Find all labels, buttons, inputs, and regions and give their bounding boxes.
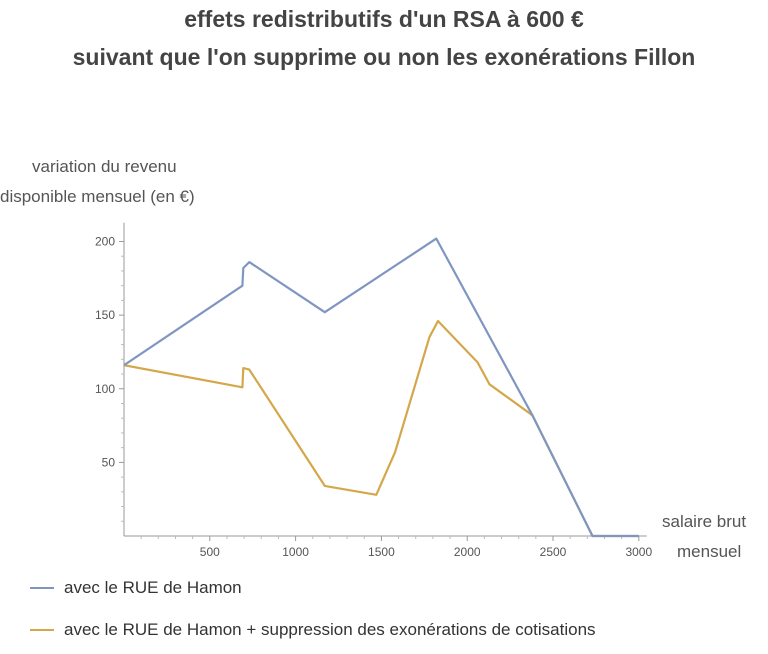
y-tick-label: 100	[95, 382, 115, 396]
x-tick-label: 1500	[368, 545, 395, 559]
legend-swatch-hamon-suppression	[30, 628, 54, 631]
legend-label-hamon: avec le RUE de Hamon	[64, 578, 242, 597]
x-axis-label-line-1: salaire brut	[662, 512, 747, 531]
legend-item-hamon-suppression: avec le RUE de Hamon + suppression des e…	[30, 620, 596, 640]
x-tick-label: 2000	[454, 545, 481, 559]
x-tick-label: 3000	[625, 545, 652, 559]
y-tick-label: 150	[95, 308, 115, 322]
chart-title: effets redistributifs d'un RSA à 600 €	[184, 6, 584, 32]
chart-subtitle: suivant que l'on supprime ou non les exo…	[72, 44, 696, 70]
y-axis-label-line-1: variation du revenu	[32, 157, 177, 176]
x-tick-label: 2500	[540, 545, 567, 559]
series-line-hamon-suppression	[123, 319, 639, 538]
x-axis-label-line-2: mensuel	[677, 542, 742, 561]
series-line-hamon	[123, 237, 639, 538]
y-tick-label: 50	[102, 455, 116, 469]
legend-item-hamon: avec le RUE de Hamon	[30, 578, 242, 598]
legend-swatch-hamon	[30, 586, 54, 589]
x-tick-label: 1000	[282, 545, 309, 559]
x-tick-label: 500	[200, 545, 220, 559]
y-axis-label-line-2: disponible mensuel (en €)	[0, 187, 195, 206]
legend-label-hamon-suppression: avec le RUE de Hamon + suppression des e…	[64, 620, 596, 639]
y-tick-label: 200	[95, 235, 115, 249]
